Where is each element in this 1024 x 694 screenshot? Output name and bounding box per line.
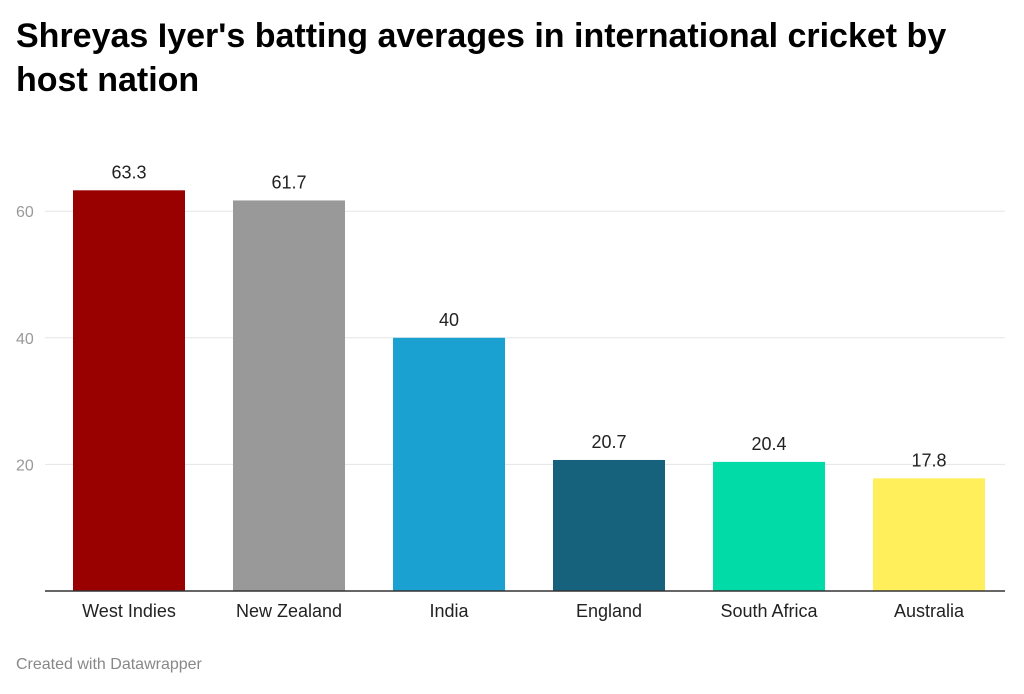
value-label: 20.4: [751, 434, 786, 454]
x-tick-label: Australia: [894, 601, 965, 621]
bar-england: [553, 459, 665, 591]
footer-credit: Created with Datawrapper: [16, 656, 202, 673]
bar-south-africa: [713, 461, 825, 591]
y-tick-label: 40: [16, 331, 34, 348]
bar-new-zealand: [233, 200, 345, 591]
value-label: 63.3: [111, 162, 146, 182]
x-tick-label: West Indies: [82, 601, 176, 621]
gridlines: [45, 210, 1005, 465]
y-axis-ticks: 20 40 60: [16, 204, 34, 474]
bar-australia: [873, 478, 985, 591]
value-label: 20.7: [591, 432, 626, 452]
x-axis-labels: West Indies New Zealand India England South …: [82, 601, 965, 621]
x-tick-label: England: [576, 601, 642, 621]
value-label: 40: [439, 310, 459, 330]
x-tick-label: South Africa: [720, 601, 818, 621]
value-label: 17.8: [911, 450, 946, 470]
x-tick-label: New Zealand: [236, 601, 342, 621]
bar-india: [393, 337, 505, 591]
y-tick-label: 60: [16, 204, 34, 221]
value-labels: 63.3 61.7 40 20.7 20.4 17.8: [111, 162, 946, 470]
y-tick-label: 20: [16, 457, 34, 474]
bar-west-indies: [73, 190, 185, 591]
value-label: 61.7: [271, 172, 306, 192]
x-tick-label: India: [429, 601, 469, 621]
bars: [73, 190, 985, 591]
chart-title: Shreyas Iyer's batting averages in inter…: [16, 17, 947, 99]
